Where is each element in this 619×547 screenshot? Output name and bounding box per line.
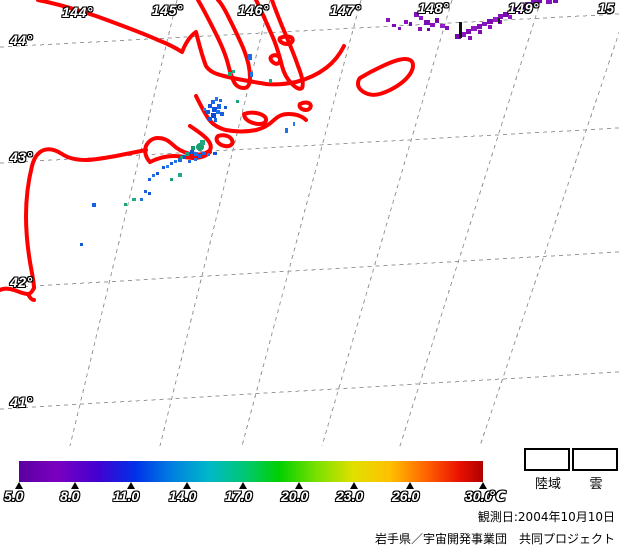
- cloud-swatch-box: [572, 448, 618, 471]
- meridian-148: [399, 0, 542, 446]
- islet-b: [277, 34, 295, 46]
- coast-tsugaru-2: [26, 292, 36, 302]
- lon-label-148: 148°: [418, 0, 449, 17]
- temperature-colorbar: [19, 461, 483, 482]
- cloud-swatch-label: 雲: [589, 477, 603, 492]
- lat-label-41: 41°: [10, 394, 33, 411]
- legend-swatch-cloud: 雲: [572, 448, 619, 492]
- islet-a: [297, 100, 313, 112]
- colorbar-label-11: 11.0: [113, 488, 140, 504]
- lon-label-149: 149°: [508, 0, 539, 17]
- map-canvas: [0, 0, 619, 446]
- coast-etorofu: [356, 56, 415, 97]
- colorbar-label-8: 8.0: [60, 488, 80, 504]
- colorbar-tick: [71, 482, 79, 489]
- sst-cluster-cool-blue: [80, 54, 295, 246]
- islet-c: [242, 110, 269, 126]
- map-panel: 144° 145° 146° 147° 148° 149° 15 44° 43°…: [0, 0, 619, 446]
- colorbar-tick-marks: [0, 482, 619, 490]
- colorbar-label-26: 26.0: [392, 488, 420, 504]
- coast-nemuro-south: [143, 124, 213, 164]
- colorbar-tick: [15, 482, 23, 489]
- meridian-145: [159, 0, 271, 446]
- colorbar-tick: [479, 482, 487, 489]
- legend-swatch-land: 陸域: [524, 448, 572, 492]
- parallel-41: [0, 371, 619, 410]
- lon-label-147: 147°: [330, 2, 361, 19]
- parallel-42: [0, 251, 619, 289]
- colorbar-tick: [183, 482, 191, 489]
- coast-pacific-2: [24, 147, 148, 290]
- colorbar-label-14: 14.0: [169, 488, 197, 504]
- colorbar-label-20: 20.0: [281, 488, 309, 504]
- colorbar-label-17: 17.0: [225, 488, 253, 504]
- colorbar-tick-labels: 5.0 8.0 11.0 14.0 17.0 20.0 23.0 26.0 30…: [0, 488, 619, 508]
- meridian-149: [479, 31, 619, 446]
- meridian-146: [241, 0, 362, 446]
- colorbar-label-23: 23.0: [336, 488, 364, 504]
- islet-e: [268, 53, 282, 66]
- sst-cluster-cold-purple: [386, 0, 558, 40]
- islet-d: [214, 133, 235, 149]
- lon-label-144: 144°: [62, 4, 93, 21]
- land-swatch-box: [524, 448, 570, 471]
- meridian-144: [69, 0, 178, 446]
- lat-label-42: 42°: [10, 274, 33, 291]
- sst-cluster-warm-teal: [124, 70, 272, 206]
- colorbar-label-30: 30.0: [465, 488, 493, 504]
- colorbar-tick: [239, 482, 247, 489]
- colorbar-tick: [295, 482, 303, 489]
- observation-date-text: 観測日:2004年10月10日: [477, 510, 615, 524]
- lon-label-145: 145°: [152, 2, 183, 19]
- coast-tsugaru: [0, 286, 36, 296]
- colorbar-unit-label: ℃: [489, 488, 506, 504]
- colorbar-label-5: 5.0: [4, 488, 24, 504]
- colorbar-tick: [127, 482, 135, 489]
- lat-label-44: 44°: [10, 32, 33, 49]
- meridian-147: [321, 0, 453, 446]
- land-swatch-label: 陸域: [534, 477, 561, 492]
- colorbar-tick: [406, 482, 414, 489]
- lat-label-43: 43°: [10, 149, 33, 166]
- coast-okhotsk: [36, 0, 346, 87]
- project-credit-text: 岩手県／宇宙開発事業団 共同プロジェクト: [374, 532, 615, 546]
- lon-label-150: 15: [598, 0, 615, 17]
- colorbar-tick: [350, 482, 358, 489]
- coast-kunashiri: [254, 0, 305, 91]
- coast-shiretoko: [196, 0, 252, 90]
- legend-area: 5.0 8.0 11.0 14.0 17.0 20.0 23.0 26.0 30…: [0, 446, 619, 546]
- coastline: [0, 0, 415, 302]
- lon-label-146: 146°: [238, 2, 269, 19]
- graticule: [0, 0, 619, 446]
